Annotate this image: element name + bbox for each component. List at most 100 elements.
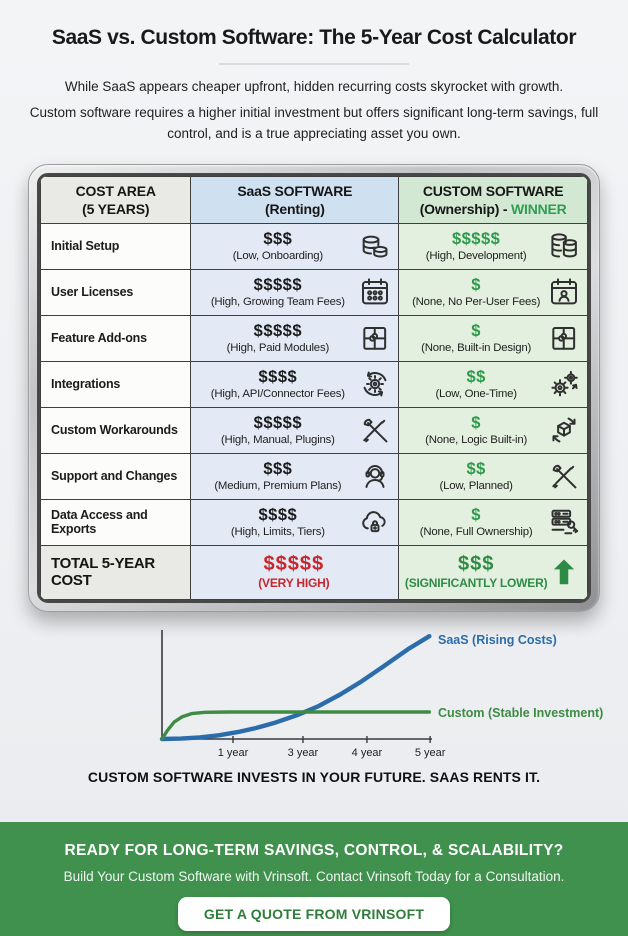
total-row: TOTAL 5-YEAR COST $$$$$ (VERY HIGH) xyxy=(40,544,588,600)
header: SaaS vs. Custom Software: The 5-Year Cos… xyxy=(0,0,628,145)
chart-curves xyxy=(159,633,432,742)
table-row: Custom Workarounds $$$$$ (High, Manual, … xyxy=(40,406,588,454)
saas-cell: $$$$ (High, API/Connector Fees) xyxy=(190,360,400,408)
coins-stack-large-icon xyxy=(548,230,580,262)
svg-text:5 year: 5 year xyxy=(415,747,446,759)
custom-dollars: $$ xyxy=(466,368,486,387)
saas-cell: $$$ (Low, Onboarding) xyxy=(190,222,400,270)
server-key-icon xyxy=(548,506,580,538)
column-header-cost-area: COST AREA (5 YEARS) xyxy=(40,175,192,224)
column-header-saas: SaaS SOFTWARE (Renting) xyxy=(190,175,400,224)
puzzle-icon xyxy=(548,322,580,354)
saas-dollars: $$$ xyxy=(263,460,293,479)
cta-heading: READY FOR LONG-TERM SAVINGS, CONTROL, & … xyxy=(64,842,564,859)
row-label: User Licenses xyxy=(40,268,192,316)
total-saas-dollars: $$$$$ xyxy=(263,553,325,576)
saas-note: (High, Manual, Plugins) xyxy=(220,433,335,446)
custom-cell: $ (None, No Per-User Fees) xyxy=(398,268,588,316)
custom-dollars: $$$$$ xyxy=(451,230,501,249)
title-divider xyxy=(219,63,409,65)
saas-dollars: $$$$$ xyxy=(253,414,303,433)
table-row: Support and Changes $$$ (Medium, Premium… xyxy=(40,452,588,500)
saas-note: (High, Limits, Tiers) xyxy=(230,525,325,538)
coins-stack-icon xyxy=(359,230,391,262)
cube-sync-icon xyxy=(548,414,580,446)
tools-crossed-icon xyxy=(548,460,580,492)
custom-dollars: $ xyxy=(471,322,481,341)
custom-note: (Low, One-Time) xyxy=(435,387,517,400)
row-label: Support and Changes xyxy=(40,452,192,500)
column-header-custom: CUSTOM SOFTWARE (Ownership) - WINNER xyxy=(398,175,588,224)
saas-dollars: $$$$ xyxy=(258,368,298,387)
table-row: Integrations $$$$ (High, API/Connector F… xyxy=(40,360,588,408)
gears-icon xyxy=(548,368,580,400)
saas-note: (Low, Onboarding) xyxy=(232,249,324,262)
row-label: Integrations xyxy=(40,360,192,408)
calendar-team-icon xyxy=(359,276,391,308)
table-header-row: COST AREA (5 YEARS) SaaS SOFTWARE (Renti… xyxy=(40,175,588,224)
custom-note: (None, No Per-User Fees) xyxy=(412,295,541,308)
custom-series-label: Custom (Stable Investment) xyxy=(438,706,603,720)
arrow-up-icon xyxy=(548,556,580,588)
saas-cell: $$$$ (High, Limits, Tiers) xyxy=(190,498,400,546)
calendar-person-icon xyxy=(548,276,580,308)
saas-dollars: $$$$$ xyxy=(253,276,303,295)
total-saas-note: (VERY HIGH) xyxy=(258,576,330,591)
saas-note: (Medium, Premium Plans) xyxy=(214,479,342,492)
custom-cell: $ (None, Built-in Design) xyxy=(398,314,588,362)
saas-note: (High, Paid Modules) xyxy=(226,341,330,354)
custom-cell: $ (None, Logic Built-in) xyxy=(398,406,588,454)
cost-comparison-table: COST AREA (5 YEARS) SaaS SOFTWARE (Renti… xyxy=(40,175,588,600)
cta-banner: READY FOR LONG-TERM SAVINGS, CONTROL, & … xyxy=(0,822,628,936)
cost-chart: 1 year 3 year 4 year 5 year SaaS (Rising Co… xyxy=(0,620,628,767)
row-label: Initial Setup xyxy=(40,222,192,270)
intro-line-1: While SaaS appears cheaper upfront, hidd… xyxy=(64,79,564,94)
winner-badge: WINNER xyxy=(511,200,567,217)
row-label: Feature Add-ons xyxy=(40,314,192,362)
table-body: Initial Setup $$$ (Low, Onboarding) $$$$… xyxy=(40,222,588,546)
custom-note: (None, Built-in Design) xyxy=(421,341,532,354)
total-custom-note: (SIGNIFICANTLY LOWER) xyxy=(404,576,548,591)
intro-line-2: Custom software requires a higher initia… xyxy=(29,105,599,141)
custom-cell: $$ (Low, Planned) xyxy=(398,452,588,500)
saas-cell: $$$$$ (High, Paid Modules) xyxy=(190,314,400,362)
custom-dollars: $ xyxy=(471,506,481,525)
saas-series-label: SaaS (Rising Costs) xyxy=(438,633,557,647)
custom-cell: $ (None, Full Ownership) xyxy=(398,498,588,546)
saas-cell: $$$$$ (High, Growing Team Fees) xyxy=(190,268,400,316)
table-row: Initial Setup $$$ (Low, Onboarding) $$$$… xyxy=(40,222,588,270)
get-quote-button[interactable]: GET A QUOTE FROM VRINSOFT xyxy=(177,897,451,931)
saas-cell: $$$ (Medium, Premium Plans) xyxy=(190,452,400,500)
cost-line-chart: 1 year 3 year 4 year 5 year SaaS (Rising Co… xyxy=(159,629,603,759)
table-row: Data Access and Exports $$$$ (High, Limi… xyxy=(40,498,588,546)
x-axis-ticks: 1 year 3 year 4 year 5 year xyxy=(218,735,446,759)
headset-icon xyxy=(359,460,391,492)
saas-note: (High, Growing Team Fees) xyxy=(210,295,345,308)
table-row: Feature Add-ons $$$$$ (High, Paid Module… xyxy=(40,314,588,362)
row-label: Custom Workarounds xyxy=(40,406,192,454)
page-title: SaaS vs. Custom Software: The 5-Year Cos… xyxy=(51,26,577,49)
total-custom-dollars: $$$ xyxy=(457,553,495,576)
cloud-lock-icon xyxy=(359,506,391,538)
custom-note: (None, Full Ownership) xyxy=(419,525,533,538)
table-row: User Licenses $$$$$ (High, Growing Team … xyxy=(40,268,588,316)
gear-sync-icon xyxy=(359,368,391,400)
custom-note: (None, Logic Built-in) xyxy=(425,433,528,446)
custom-cell: $$ (Low, One-Time) xyxy=(398,360,588,408)
puzzle-icon xyxy=(359,322,391,354)
custom-dollars: $ xyxy=(471,414,481,433)
svg-text:1 year: 1 year xyxy=(218,747,249,759)
saas-dollars: $$$ xyxy=(263,230,293,249)
custom-cell: $$$$$ (High, Development) xyxy=(398,222,588,270)
tools-crossed-icon xyxy=(359,414,391,446)
custom-dollars: $$ xyxy=(466,460,486,479)
saas-dollars: $$$$$ xyxy=(253,322,303,341)
total-saas-cell: $$$$$ (VERY HIGH) xyxy=(190,544,400,600)
total-custom-cell: $$$ (SIGNIFICANTLY LOWER) xyxy=(398,544,588,600)
chart-caption: CUSTOM SOFTWARE INVESTS IN YOUR FUTURE. … xyxy=(87,768,541,785)
row-label: Data Access and Exports xyxy=(40,498,192,546)
custom-note: (Low, Planned) xyxy=(439,479,513,492)
saas-cell: $$$$$ (High, Manual, Plugins) xyxy=(190,406,400,454)
svg-text:3 year: 3 year xyxy=(288,747,319,759)
